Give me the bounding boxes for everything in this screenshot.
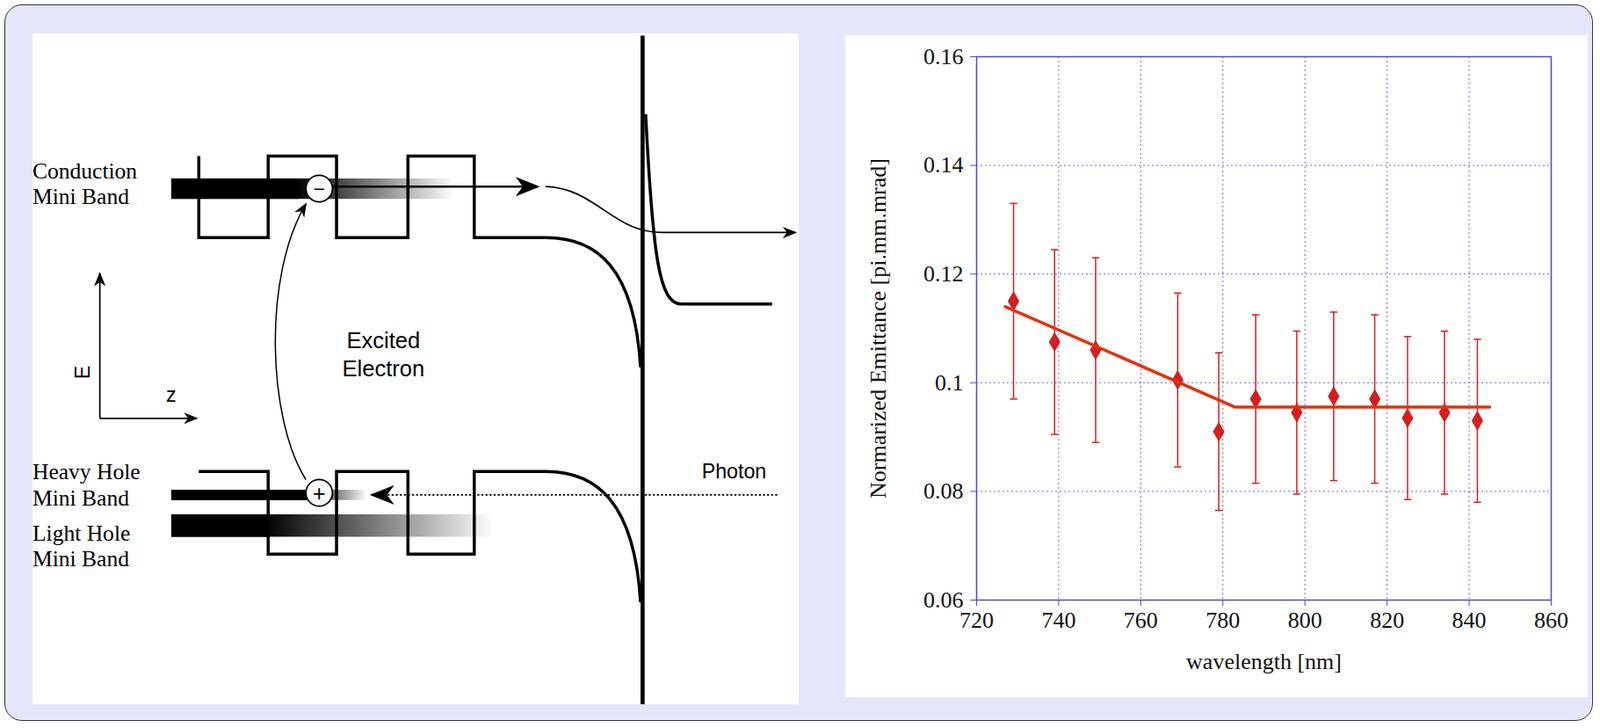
svg-text:Conduction: Conduction <box>32 158 138 184</box>
svg-text:0.14: 0.14 <box>923 152 964 178</box>
svg-text:780: 780 <box>1205 607 1240 633</box>
svg-text:0.12: 0.12 <box>923 260 964 287</box>
svg-text:Mini Band: Mini Band <box>32 485 130 511</box>
svg-text:Electron: Electron <box>342 355 426 381</box>
svg-text:z: z <box>166 383 177 406</box>
svg-text:0.06: 0.06 <box>923 586 964 613</box>
svg-text:860: 860 <box>1534 607 1569 633</box>
svg-text:Heavy Hole: Heavy Hole <box>32 458 141 485</box>
svg-text:Excited: Excited <box>347 327 421 353</box>
svg-text:820: 820 <box>1369 607 1405 633</box>
svg-text:0.16: 0.16 <box>923 43 964 70</box>
svg-text:Photon: Photon <box>702 459 768 483</box>
svg-text:Mini Band: Mini Band <box>32 545 130 572</box>
svg-text:0.08: 0.08 <box>923 477 964 504</box>
svg-text:800: 800 <box>1288 607 1323 633</box>
svg-text:−: − <box>312 177 326 201</box>
svg-text:wavelength [nm]: wavelength [nm] <box>1186 648 1342 674</box>
svg-text:0.1: 0.1 <box>934 369 964 396</box>
svg-text:Normarized Emittance [pi.mm.mr: Normarized Emittance [pi.mm.mrad] <box>865 158 891 499</box>
svg-text:740: 740 <box>1041 607 1076 633</box>
svg-text:E: E <box>71 365 95 379</box>
svg-text:720: 720 <box>959 607 994 633</box>
svg-text:+: + <box>312 480 326 506</box>
svg-text:Mini Band: Mini Band <box>32 183 130 210</box>
svg-text:760: 760 <box>1123 607 1159 633</box>
svg-text:840: 840 <box>1452 607 1487 633</box>
svg-text:Light Hole: Light Hole <box>32 520 131 546</box>
